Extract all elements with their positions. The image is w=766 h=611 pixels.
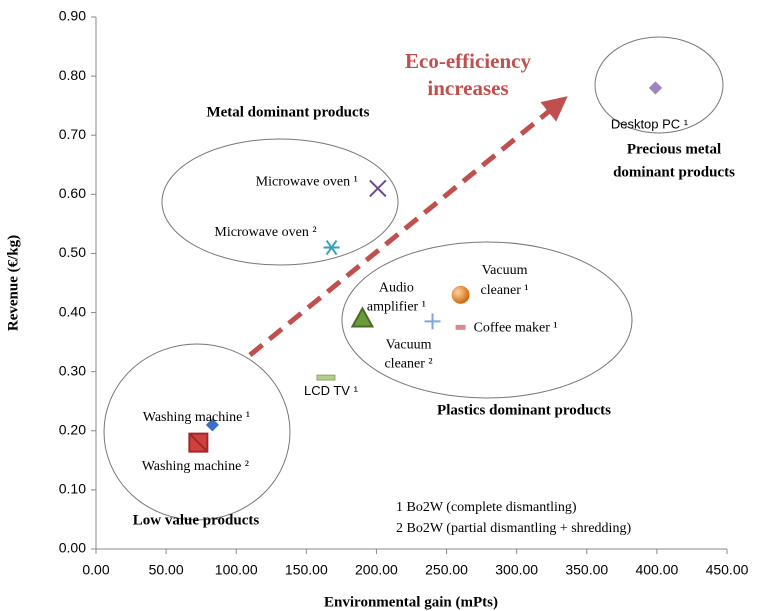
- group-ellipse: [103, 343, 291, 521]
- point: [451, 285, 470, 304]
- point-label: cleaner ¹: [481, 283, 529, 298]
- group-label: Plastics dominant products: [437, 402, 611, 418]
- x-tick-label: 100.00: [215, 562, 258, 578]
- point-label: LCD TV ¹: [304, 383, 359, 398]
- group-ellipse: [341, 241, 633, 399]
- point-label: Microwave oven ²: [214, 225, 316, 240]
- y-tick-label: 0.60: [59, 185, 86, 201]
- group-label: dominant products: [613, 164, 735, 180]
- point: [350, 306, 375, 328]
- point-label: cleaner ²: [384, 357, 432, 372]
- x-tick-label: 50.00: [149, 562, 184, 578]
- point: [424, 313, 441, 330]
- x-tick-label: 0.00: [82, 562, 109, 578]
- point-label: Vacuum: [482, 263, 528, 278]
- point-label: amplifier ¹: [367, 300, 426, 315]
- y-tick-label: 0.90: [59, 8, 86, 24]
- eco-label: Eco-efficiency: [405, 49, 531, 73]
- y-tick-label: 0.50: [59, 244, 86, 260]
- y-tick-label: 0.70: [59, 126, 86, 142]
- point-label: Desktop PC ¹: [611, 116, 689, 131]
- y-tick-label: 0.40: [59, 303, 86, 319]
- point: [369, 179, 387, 198]
- point: [455, 324, 466, 330]
- group-label: Low value products: [133, 512, 260, 528]
- y-tick-label: 0.00: [59, 540, 86, 556]
- x-axis-title: Environmental gain (mPts): [324, 594, 498, 610]
- x-tick-label: 150.00: [285, 562, 328, 578]
- trend-arrow: [248, 96, 568, 357]
- y-tick-label: 0.30: [59, 362, 86, 378]
- point-label: Washing machine ²: [142, 459, 249, 474]
- point: [188, 432, 209, 453]
- note: 1 Bo2W (complete dismantling): [396, 500, 577, 515]
- x-tick-label: 200.00: [355, 562, 398, 578]
- point-label: Coffee maker ¹: [474, 321, 558, 336]
- point-label: Washing machine ¹: [143, 410, 250, 425]
- x-tick-label: 300.00: [495, 562, 538, 578]
- x-tick-label: 450.00: [706, 562, 749, 578]
- point: [323, 239, 340, 256]
- y-axis-title: Revenue (€/kg): [5, 235, 21, 331]
- point-label: Microwave oven ¹: [256, 175, 358, 190]
- eco-label: increases: [427, 76, 508, 100]
- point-label: Vacuum: [386, 338, 432, 353]
- group-ellipse: [161, 138, 399, 266]
- note: 2 Bo2W (partial dismantling + shredding): [396, 521, 631, 536]
- group-label: Metal dominant products: [206, 104, 369, 120]
- y-tick-label: 0.10: [59, 481, 86, 497]
- y-tick-label: 0.20: [59, 421, 86, 437]
- y-tick-label: 0.80: [59, 67, 86, 83]
- point: [646, 78, 665, 98]
- point: [316, 374, 336, 381]
- x-tick-label: 400.00: [635, 562, 678, 578]
- x-tick-label: 250.00: [425, 562, 468, 578]
- group-label: Precious metal: [627, 141, 721, 157]
- point: [202, 415, 222, 435]
- group-ellipse: [594, 36, 724, 134]
- x-tick-label: 350.00: [565, 562, 608, 578]
- point-label: Audio: [379, 281, 414, 296]
